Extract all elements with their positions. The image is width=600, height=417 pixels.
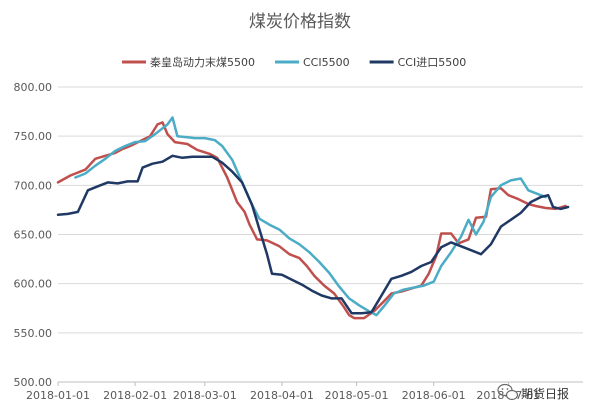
watermark-text: 期货日报 bbox=[521, 386, 569, 401]
y-tick-label: 650.00 bbox=[14, 229, 53, 242]
y-tick-label: 550.00 bbox=[14, 327, 53, 340]
y-tick-label: 750.00 bbox=[14, 130, 53, 143]
series-line-3 bbox=[56, 154, 570, 315]
series-line-2 bbox=[74, 116, 547, 317]
gridlines bbox=[58, 86, 583, 383]
y-tick-label: 700.00 bbox=[14, 179, 53, 192]
legend: 秦皇岛动力末煤5500 CCI5500 CCI进口5500 bbox=[122, 55, 466, 69]
series-lines bbox=[56, 116, 570, 320]
legend-label: CCI5500 bbox=[303, 56, 350, 69]
y-axis-ticks: 800.00 750.00 700.00 650.00 600.00 550.00 500.… bbox=[14, 81, 53, 389]
legend-label: 秦皇岛动力末煤5500 bbox=[150, 55, 255, 69]
x-tick-label: 2018-01-01 bbox=[26, 389, 90, 402]
chart-title: 煤炭价格指数 bbox=[249, 12, 351, 32]
legend-label: CCI进口5500 bbox=[398, 56, 467, 69]
y-tick-label: 800.00 bbox=[14, 81, 53, 94]
x-tick-label: 2018-04-01 bbox=[250, 389, 314, 402]
x-tick-label: 2018-06-01 bbox=[402, 389, 466, 402]
y-tick-label: 500.00 bbox=[14, 376, 53, 389]
series-line-1 bbox=[56, 121, 567, 320]
x-tick-label: 2018-02-01 bbox=[103, 389, 167, 402]
watermark: 期货日报 bbox=[497, 383, 569, 401]
x-tick-label: 2018-05-01 bbox=[325, 389, 389, 402]
x-axis-ticks: 2018-01-01 2018-02-01 2018-03-01 2018-04-01… bbox=[26, 382, 540, 402]
y-tick-label: 600.00 bbox=[14, 278, 53, 291]
x-tick-label: 2018-03-01 bbox=[173, 389, 237, 402]
wechat-icon bbox=[497, 383, 519, 401]
